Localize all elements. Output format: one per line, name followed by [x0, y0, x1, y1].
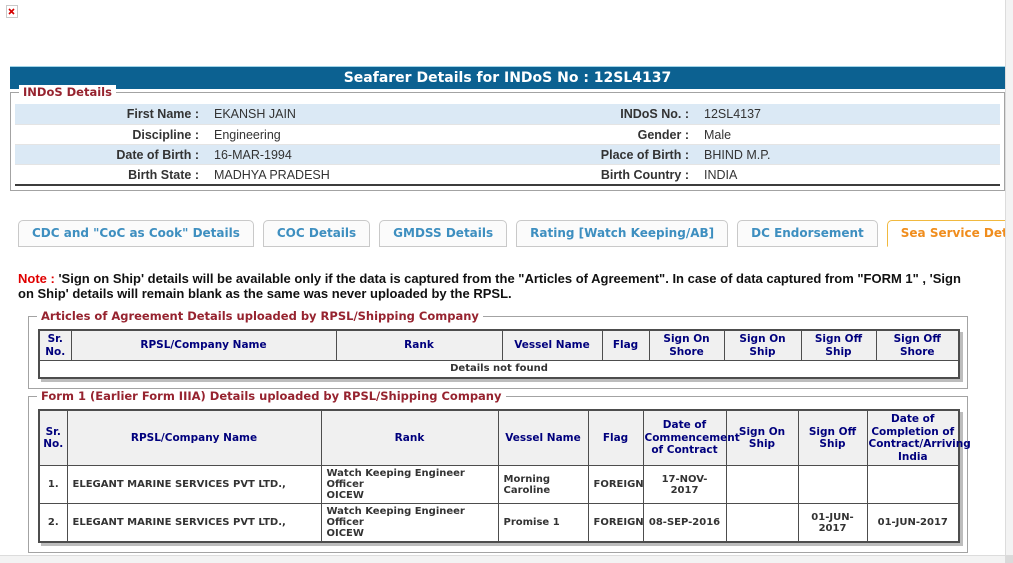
first-name-label: First Name : [126, 107, 199, 121]
col-flag: Flag [601, 329, 650, 362]
articles-legend: Articles of Agreement Details uploaded b… [37, 309, 483, 323]
birth-state-label: Birth State : [128, 167, 199, 182]
form1-header-row: Sr. No. RPSL/Company Name Rank Vessel Na… [38, 409, 971, 467]
birth-country-value: INDIA [704, 167, 738, 182]
tab-rating-watchkeeping[interactable]: Rating [Watch Keeping/AB] [516, 220, 729, 247]
horizontal-scrollbar[interactable] [0, 555, 1013, 563]
page-title: Seafarer Details for INDoS No : 12SL4137 [10, 66, 1005, 89]
indos-details-grid: First Name : EKANSH JAIN INDoS No. : 12S… [15, 104, 1000, 186]
col-completion-date: Date of Completion of Contract/Arriving … [866, 409, 971, 467]
note-prefix: Note : [18, 271, 55, 286]
scrollbar-corner [1005, 555, 1013, 563]
tab-bar: CDC and "CoC as Cook" Details COC Detail… [18, 220, 1013, 247]
cell-sr-no: 2. [38, 503, 68, 543]
table-row: 1. ELEGANT MARINE SERVICES PVT LTD., Wat… [38, 465, 960, 505]
details-not-found-message: Details not found [38, 360, 960, 379]
col-sign-off-ship: Sign Off Ship [797, 409, 868, 467]
cell-sr-no: 1. [38, 465, 68, 505]
vertical-scrollbar[interactable] [1005, 0, 1013, 555]
col-vessel: Vessel Name [501, 329, 603, 362]
articles-of-agreement-panel: Articles of Agreement Details uploaded b… [28, 309, 968, 389]
cell-completion-date: 01-JUN-2017 [866, 503, 960, 543]
table-row: 2. ELEGANT MARINE SERVICES PVT LTD., Wat… [38, 503, 960, 543]
first-name-value: EKANSH JAIN [214, 107, 296, 121]
col-company: RPSL/Company Name [70, 329, 337, 362]
cell-commencement-date: 17-NOV-2017 [642, 465, 727, 505]
tab-cdc-coc-cook[interactable]: CDC and "CoC as Cook" Details [18, 220, 254, 247]
place-of-birth-value: BHIND M.P. [704, 147, 771, 162]
note-body: 'Sign on Ship' details will be available… [18, 271, 961, 302]
tab-coc-details[interactable]: COC Details [262, 220, 371, 247]
cell-commencement-date: 08-SEP-2016 [642, 503, 727, 543]
form1-legend: Form 1 (Earlier Form IIIA) Details uploa… [37, 389, 506, 403]
cell-flag: FOREIGN [587, 503, 644, 543]
tab-sea-service-details[interactable]: Sea Service Details [886, 220, 1013, 247]
gender-label: Gender : [637, 127, 689, 142]
cell-flag: FOREIGN [587, 465, 644, 505]
cell-company: ELEGANT MARINE SERVICES PVT LTD., [66, 465, 322, 505]
cell-vessel: Promise 1 [497, 503, 589, 543]
cell-completion-date [866, 465, 960, 505]
indos-row-discipline: Discipline : Engineering Gender : Male [15, 124, 1000, 144]
birth-country-label: Birth Country : [600, 167, 689, 182]
col-vessel: Vessel Name [497, 409, 589, 467]
tab-gmdss-details[interactable]: GMDSS Details [379, 220, 508, 247]
cell-company: ELEGANT MARINE SERVICES PVT LTD., [66, 503, 322, 543]
gender-value: Male [704, 127, 732, 142]
indos-row-birth: Date of Birth : 16-MAR-1994 Place of Bir… [15, 144, 1000, 164]
indos-no-label: INDoS No. : [620, 107, 689, 121]
indos-details-legend: INDoS Details [19, 85, 116, 99]
cell-rank: Watch Keeping Engineer Officer OICEW [320, 465, 499, 505]
place-of-birth-label: Place of Birth : [600, 147, 689, 162]
cell-rank: Watch Keeping Engineer Officer OICEW [320, 503, 499, 543]
articles-header-row: Sr. No. RPSL/Company Name Rank Vessel Na… [38, 329, 960, 362]
col-company: RPSL/Company Name [66, 409, 322, 467]
note-text: Note : 'Sign on Ship' details will be av… [18, 271, 970, 302]
cell-sign-off-ship: 01-JUN-2017 [797, 503, 868, 543]
broken-image-icon [6, 5, 18, 18]
col-rank: Rank [320, 409, 499, 467]
tab-dc-endorsement[interactable]: DC Endorsement [737, 220, 878, 247]
discipline-label: Discipline : [132, 127, 199, 142]
discipline-value: Engineering [214, 127, 281, 142]
col-commencement-date: Date of Commencement of Contract [642, 409, 740, 467]
indos-details-panel: INDoS Details First Name : EKANSH JAIN I… [10, 85, 1005, 191]
cell-sign-on-ship [725, 465, 799, 505]
cell-sign-on-ship [725, 503, 799, 543]
birth-state-value: MADHYA PRADESH [214, 167, 330, 182]
col-flag: Flag [587, 409, 644, 467]
col-sr-no: Sr. No. [38, 329, 72, 362]
col-sign-on-ship: Sign On Ship [723, 329, 802, 362]
indos-row-state: Birth State : MADHYA PRADESH Birth Count… [15, 164, 1000, 184]
dob-value: 16-MAR-1994 [214, 147, 292, 162]
cell-vessel: Morning Caroline [497, 465, 589, 505]
form1-table: Sr. No. RPSL/Company Name Rank Vessel Na… [38, 409, 971, 544]
form1-panel: Form 1 (Earlier Form IIIA) Details uploa… [28, 389, 971, 554]
articles-table: Sr. No. RPSL/Company Name Rank Vessel Na… [38, 329, 960, 379]
indos-row-name: First Name : EKANSH JAIN INDoS No. : 12S… [15, 104, 1000, 124]
col-sign-on-shore: Sign On Shore [648, 329, 725, 362]
cell-sign-off-ship [797, 465, 868, 505]
indos-no-value: 12SL4137 [704, 107, 762, 121]
articles-empty-row: Details not found [38, 360, 960, 379]
col-rank: Rank [335, 329, 503, 362]
dob-label: Date of Birth : [116, 147, 199, 162]
col-sr-no: Sr. No. [38, 409, 68, 467]
col-sign-off-ship: Sign Off Ship [800, 329, 877, 362]
col-sign-off-shore: Sign Off Shore [875, 329, 960, 362]
